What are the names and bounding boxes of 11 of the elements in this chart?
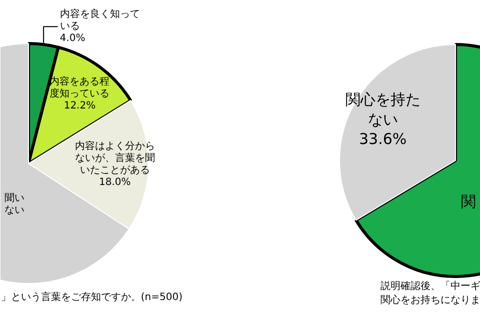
slice-label: 内容はよく分からないが、言葉を聞いたことがある [74,140,155,176]
data-label: 12.2% [64,100,96,112]
slice-label: 関心を持たない [345,90,420,128]
slice-label: 関 [461,192,476,211]
text: 説明確認後、「中ーギ関心をお持ちになりま [380,280,480,306]
slice-label: 聞いない [4,192,24,216]
data-label: 33.6% [358,130,407,148]
text: 」という言葉をご存知ですか。(n=500) [0,291,183,303]
data-label: 18.0% [99,177,131,188]
data-label: 4.0% [60,33,86,44]
slice-label: 内容を良く知っている [60,8,140,32]
